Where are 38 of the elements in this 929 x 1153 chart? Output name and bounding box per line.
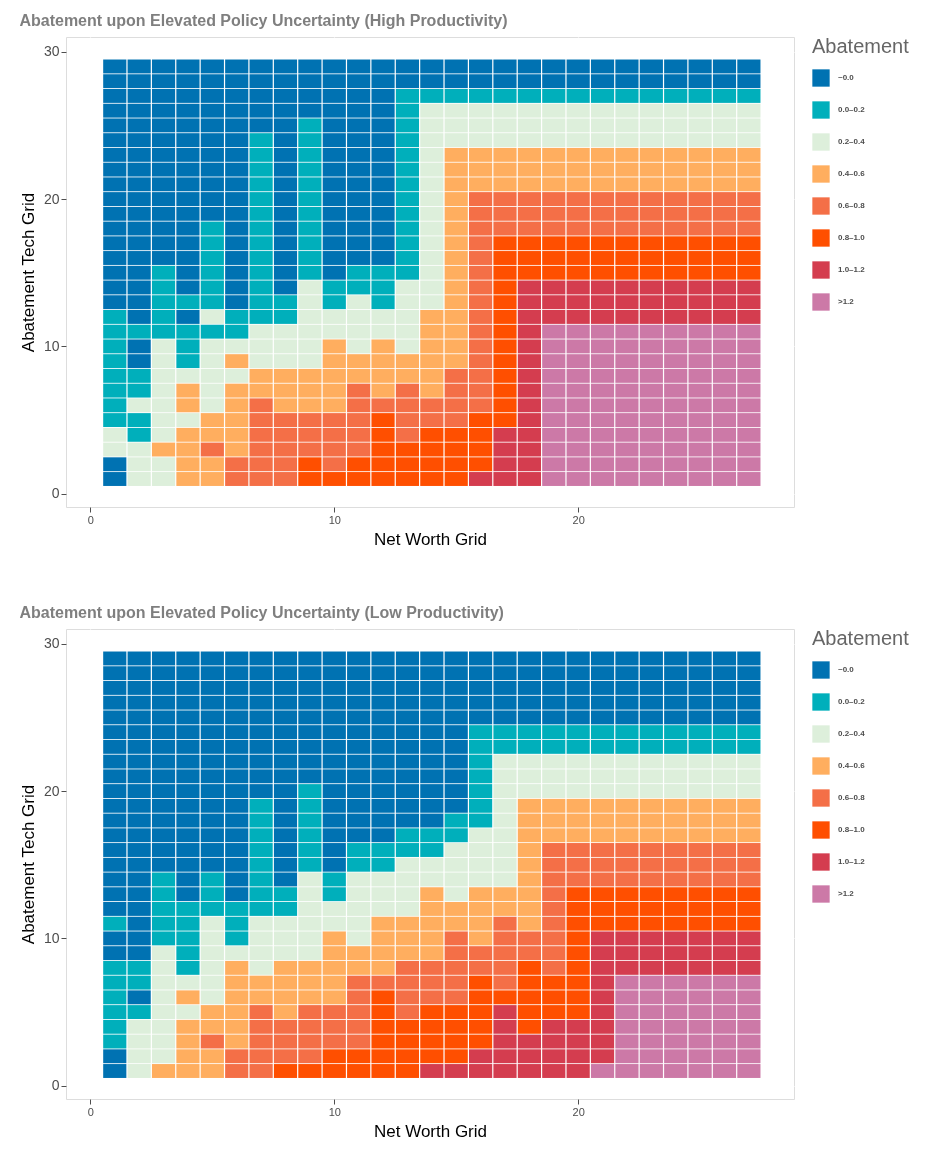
legend-label: 1.0–1.2 bbox=[838, 857, 866, 866]
legend-label: >1.2 bbox=[838, 297, 855, 306]
legend-label: 0.8–1.0 bbox=[838, 233, 866, 242]
y-tick-label: 30 bbox=[43, 43, 60, 60]
legend-label: >1.2 bbox=[838, 889, 855, 898]
legend-label: 0.0–0.2 bbox=[838, 697, 866, 706]
y-axis-title: Abatement Tech Grid bbox=[18, 192, 38, 353]
y-tick-label: 20 bbox=[43, 782, 60, 799]
legend-title: Abatement bbox=[812, 35, 910, 57]
y-tick-label: 30 bbox=[43, 635, 60, 652]
legend-label: 0.4–0.6 bbox=[838, 169, 866, 178]
chart-title: Abatement upon Elevated Policy Uncertainty (Low Productivity) bbox=[19, 604, 504, 621]
legend-label: 0.8–1.0 bbox=[838, 825, 866, 834]
legend-label: 1.0–1.2 bbox=[838, 265, 866, 274]
x-axis-title: Net Worth Grid bbox=[373, 529, 488, 549]
y-tick-label: 10 bbox=[43, 337, 60, 354]
legend-label: 0.4–0.6 bbox=[838, 761, 866, 770]
legend-label: ~0.0 bbox=[838, 73, 855, 82]
x-axis-title: Net Worth Grid bbox=[373, 1121, 488, 1141]
legend-label: 0.2–0.4 bbox=[838, 137, 866, 146]
legend-title: Abatement bbox=[812, 627, 910, 649]
y-tick-label: 0 bbox=[51, 485, 60, 502]
legend-label: 0.2–0.4 bbox=[838, 729, 866, 738]
x-tick-label: 0 bbox=[87, 513, 94, 526]
y-axis-title: Abatement Tech Grid bbox=[18, 784, 38, 945]
y-tick-label: 10 bbox=[43, 929, 60, 946]
legend-label: 0.0–0.2 bbox=[838, 105, 866, 114]
chart-title: Abatement upon Elevated Policy Uncertainty (High Productivity) bbox=[19, 12, 508, 29]
x-tick-label: 20 bbox=[572, 1105, 585, 1118]
x-tick-label: 10 bbox=[328, 1105, 341, 1118]
y-tick-label: 0 bbox=[51, 1077, 60, 1094]
x-tick-label: 10 bbox=[328, 513, 341, 526]
x-tick-label: 20 bbox=[572, 513, 585, 526]
legend-label: 0.6–0.8 bbox=[838, 793, 866, 802]
legend-label: ~0.0 bbox=[838, 665, 855, 674]
x-tick-label: 0 bbox=[87, 1105, 94, 1118]
legend-label: 0.6–0.8 bbox=[838, 201, 866, 210]
y-tick-label: 20 bbox=[43, 190, 60, 207]
